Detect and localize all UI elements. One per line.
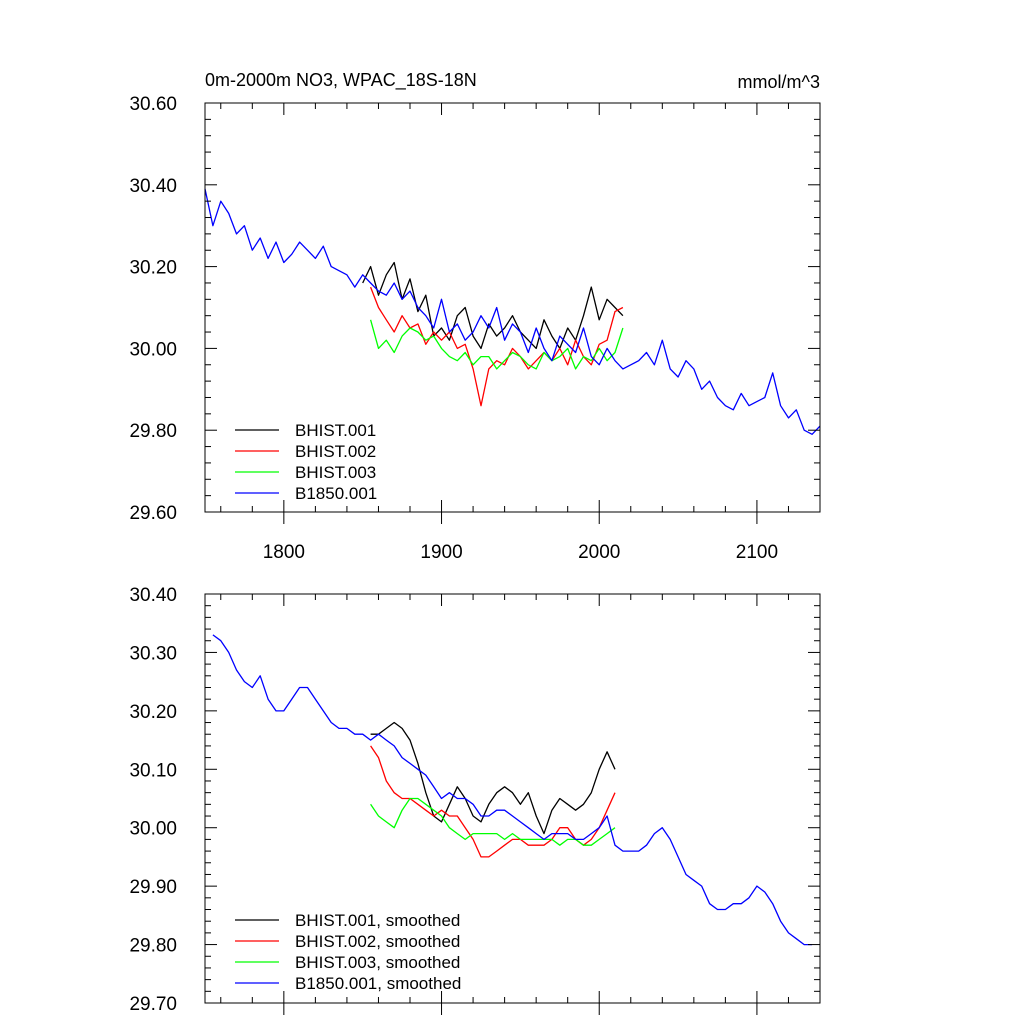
bottom-legend-label-3: B1850.001, smoothed bbox=[295, 974, 461, 993]
top-panel-units: mmol/m^3 bbox=[738, 72, 820, 92]
bottom-y-tick-label: 29.80 bbox=[129, 936, 177, 957]
bottom-legend-label-0: BHIST.001, smoothed bbox=[295, 911, 460, 930]
top-x-tick-label: 2100 bbox=[736, 542, 778, 563]
top-plot-frame bbox=[204, 102, 821, 513]
bottom-series-line-2 bbox=[370, 797, 616, 846]
top-x-tick-label: 2000 bbox=[578, 542, 620, 563]
bottom-y-tick-label: 30.40 bbox=[129, 585, 177, 606]
top-legend-label-2: BHIST.003 bbox=[295, 463, 376, 482]
top-series-line-1 bbox=[369, 286, 624, 407]
top-panel-title: 0m-2000m NO3, WPAC_18S-18N bbox=[205, 70, 477, 91]
bottom-legend-label-2: BHIST.003, smoothed bbox=[295, 953, 460, 972]
bottom-series-line-1 bbox=[370, 745, 616, 858]
top-x-tick-label: 1900 bbox=[420, 542, 462, 563]
bottom-y-tick-label: 29.70 bbox=[129, 994, 177, 1015]
top-y-tick-label: 30.20 bbox=[129, 258, 177, 279]
top-legend-label-3: B1850.001 bbox=[295, 484, 377, 503]
bottom-panel: 29.70 29.80 29.90 30.00 30.10 30.20 30.30 30.40… bbox=[129, 585, 821, 1015]
bottom-plot-frame bbox=[204, 593, 821, 1004]
bottom-y-tick-label: 30.10 bbox=[129, 760, 177, 781]
top-y-tick-label: 30.00 bbox=[129, 339, 177, 360]
bottom-legend-label-1: BHIST.002, smoothed bbox=[295, 932, 460, 951]
top-series-line-0 bbox=[362, 261, 624, 350]
top-y-tick-label: 30.60 bbox=[129, 94, 177, 115]
top-series-line-3 bbox=[204, 188, 821, 435]
bottom-series-line-0 bbox=[370, 721, 616, 835]
bottom-y-tick-label: 30.20 bbox=[129, 702, 177, 723]
top-y-tick-label: 29.80 bbox=[129, 421, 177, 442]
top-x-tick-label: 1800 bbox=[263, 542, 305, 563]
top-legend-label-1: BHIST.002 bbox=[295, 442, 376, 461]
top-y-tick-label: 30.40 bbox=[129, 176, 177, 197]
top-panel: 0m-2000m NO3, WPAC_18S-18N mmol/m^3 29.6… bbox=[129, 70, 821, 563]
bottom-y-tick-label: 30.00 bbox=[129, 819, 177, 840]
top-y-tick-label: 29.60 bbox=[129, 503, 177, 524]
bottom-y-tick-label: 30.30 bbox=[129, 643, 177, 664]
bottom-y-tick-label: 29.90 bbox=[129, 877, 177, 898]
top-legend-label-0: BHIST.001 bbox=[295, 421, 376, 440]
bottom-series-line-3 bbox=[212, 634, 813, 946]
top-series-line-2 bbox=[369, 319, 624, 370]
